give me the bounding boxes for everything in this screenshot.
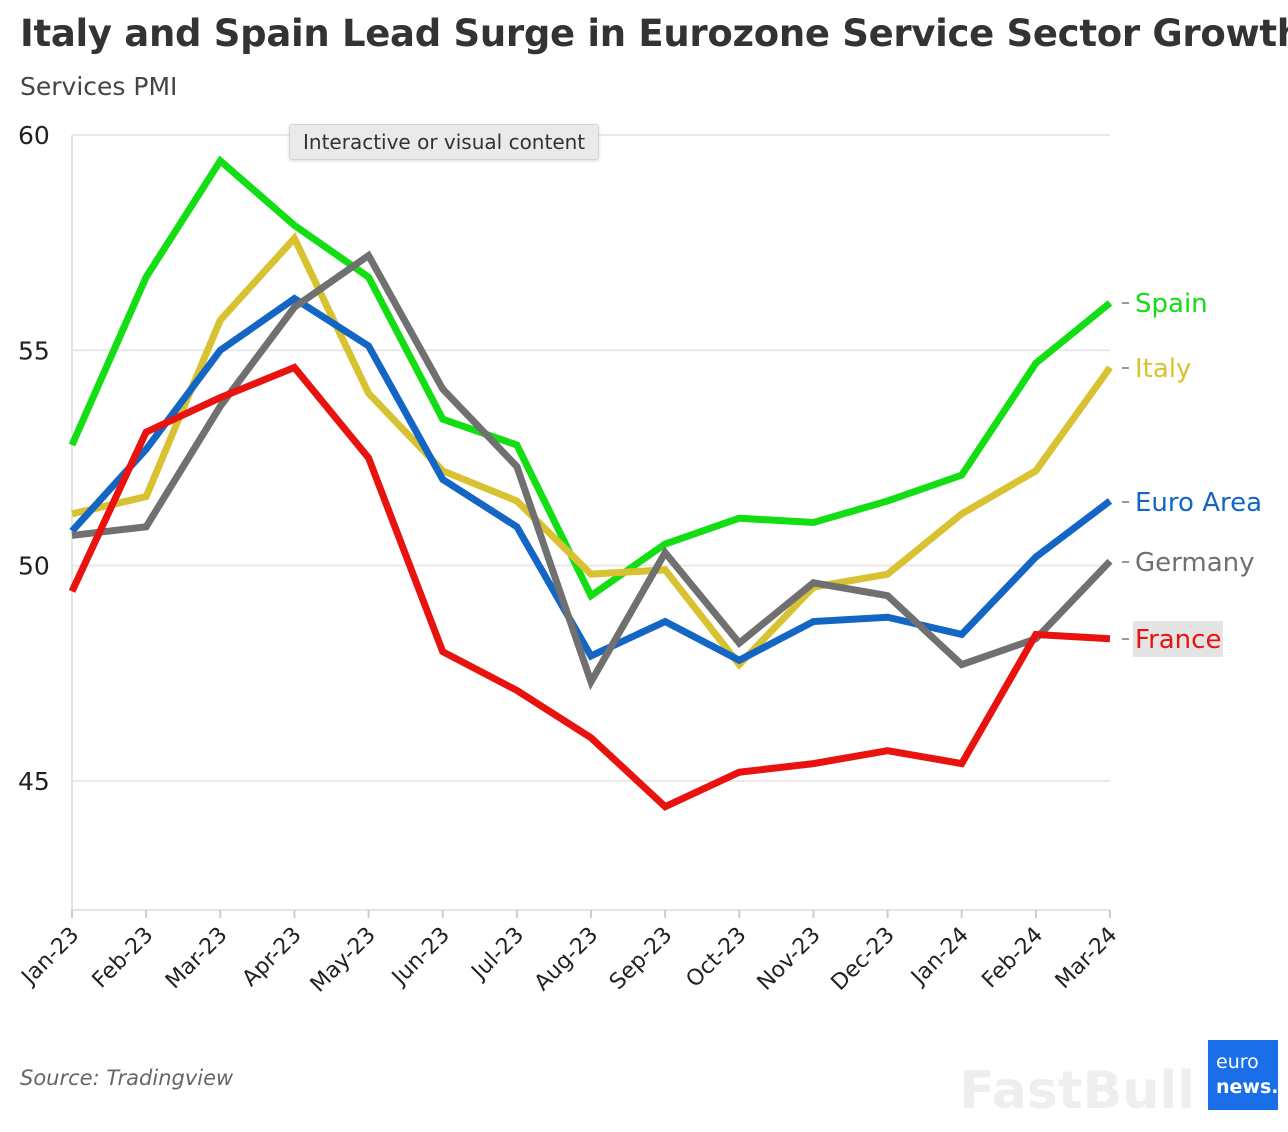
x-tick-label: May-23 <box>306 923 381 998</box>
y-tick-label: 60 <box>18 121 50 150</box>
series-label: Germany <box>1135 548 1255 578</box>
chart-title: Italy and Spain Lead Surge in Eurozone S… <box>20 12 1288 55</box>
series-line-euro-area <box>69 294 1113 665</box>
y-tick-label: 55 <box>18 336 50 365</box>
x-tick-label: Dec-23 <box>827 923 900 996</box>
y-tick-label: 50 <box>18 552 50 581</box>
x-tick-label: Jun-23 <box>386 923 455 992</box>
x-tick-label: Apr-23 <box>238 923 307 992</box>
series-line-italy <box>71 232 1113 670</box>
x-tick-label: Aug-23 <box>530 923 603 996</box>
x-tick-label: Sep-23 <box>605 923 677 995</box>
x-tick-label: Mar-24 <box>1051 923 1122 994</box>
x-tick-label: Mar-23 <box>161 923 232 994</box>
logo-line1: euro <box>1216 1051 1259 1073</box>
x-tick-label: Oct-23 <box>682 923 752 993</box>
label-highlight <box>1133 621 1223 657</box>
series-line-germany <box>71 250 1113 691</box>
series-label: Italy <box>1135 354 1191 384</box>
x-tick-label: Jan-24 <box>905 923 973 991</box>
series-line-france <box>68 363 1111 811</box>
x-tick-label: Feb-24 <box>977 923 1048 994</box>
tooltip: Interactive or visual content <box>289 124 600 160</box>
series-label: Euro Area <box>1135 488 1262 518</box>
watermark: FastBull <box>959 1061 1195 1121</box>
series-label: Spain <box>1135 289 1208 319</box>
chart-subtitle: Services PMI <box>20 72 178 101</box>
x-tick-label: Nov-23 <box>753 923 826 996</box>
series-label: France <box>1135 625 1221 655</box>
euronews-logo: euro news. <box>1208 1040 1279 1110</box>
x-tick-label: Feb-23 <box>88 923 159 994</box>
source-note: Source: Tradingview <box>20 1066 234 1090</box>
x-tick-label: Jul-23 <box>466 923 529 986</box>
logo-line2: news. <box>1216 1076 1279 1098</box>
x-tick-label: Jan-23 <box>16 923 84 991</box>
y-tick-label: 45 <box>18 767 50 796</box>
series-line-spain <box>68 155 1113 601</box>
